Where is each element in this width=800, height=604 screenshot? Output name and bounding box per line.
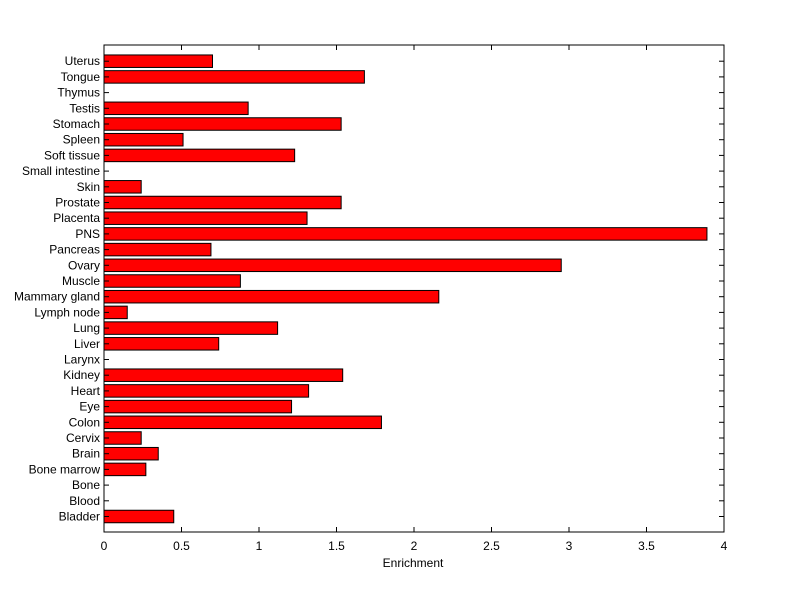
y-tick-label: Small intestine [22,164,100,178]
y-tick-label: Soft tissue [44,148,100,162]
x-tick-label: 0.5 [173,539,190,553]
bar-skin [103,180,142,194]
bar-muscle [103,274,241,288]
y-tick-label: Uterus [65,54,100,68]
y-tick-label: Larynx [64,353,100,367]
bars-group [103,54,708,524]
bar-ovary [103,258,562,273]
y-tick-label: Kidney [63,368,100,382]
y-tick-label: Cervix [66,431,100,445]
x-tick-label: 3 [566,539,573,553]
x-axis-label: Enrichment [383,556,444,570]
y-tick-label: Bladder [59,510,100,524]
bar-stomach [103,117,342,131]
y-tick-label: Prostate [55,196,100,210]
x-tick-label: 1 [256,539,263,553]
x-tick-label: 2.5 [483,539,500,553]
y-tick-label: Brain [72,447,100,461]
y-tick-label: Lung [73,321,100,335]
bar-tongue [103,70,365,84]
y-tick-label: Lymph node [34,305,100,319]
y-tick-label: Muscle [62,274,100,288]
bar-uterus [103,54,213,68]
bar-prostate [103,195,342,210]
bar-pancreas [103,242,212,257]
bar-soft-tissue [103,148,296,163]
bar-colon [103,415,382,430]
bar-liver [103,337,220,351]
y-tick-label: Colon [69,415,100,429]
bar-bone-marrow [103,462,147,477]
y-tick-label: PNS [75,227,100,241]
y-tick-label: Heart [71,384,101,398]
x-tick-label: 4 [721,539,728,553]
y-tick-label: Liver [74,337,100,351]
bar-cervix [103,431,142,445]
y-tick-label: Bone [72,478,100,492]
y-tick-label: Testis [69,101,100,115]
y-tick-label: Blood [69,494,100,508]
bar-eye [103,399,293,414]
y-tick-label: Placenta [53,211,100,225]
y-tick-label: Ovary [68,258,100,272]
y-tick-label: Mammary gland [14,290,100,304]
y-tick-label: Spleen [63,133,100,147]
bar-bladder [103,509,175,524]
y-tick-label: Bone marrow [29,462,101,476]
bar-testis [103,101,249,116]
bar-mammary-gland [103,289,440,304]
bar-spleen [103,132,184,147]
x-tick-label: 2 [411,539,418,553]
y-tick-label: Thymus [57,86,100,100]
bar-pns [103,227,708,241]
bar-heart [103,384,310,398]
x-tick-label: 3.5 [638,539,655,553]
bar-placenta [103,211,308,225]
y-tick-label: Pancreas [49,243,100,257]
bar-kidney [103,368,344,382]
y-tick-label: Stomach [53,117,100,131]
x-tick-label: 1.5 [328,539,345,553]
y-tick-label: Skin [77,180,100,194]
x-tick-label: 0 [101,539,108,553]
y-tick-label: Tongue [61,70,101,84]
bar-lung [103,321,279,335]
y-tick-label: Eye [79,400,100,414]
bar-brain [103,446,159,461]
x-axis-ticks: 0 0.5 1 1.5 2 2.5 3 3.5 4 [101,45,728,553]
